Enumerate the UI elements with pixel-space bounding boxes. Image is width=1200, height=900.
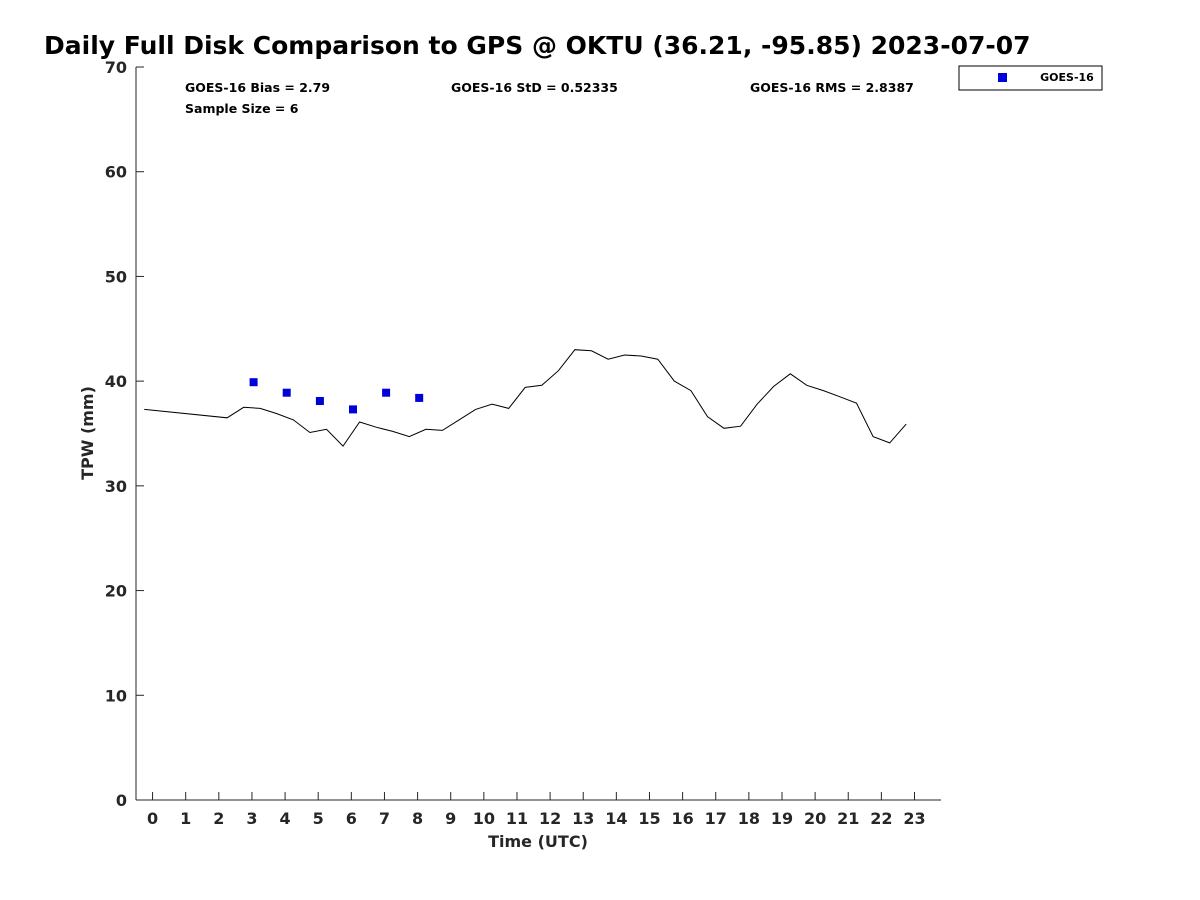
x-tick-label: 22 — [870, 809, 892, 828]
x-tick-label: 3 — [246, 809, 257, 828]
x-tick-label: 9 — [445, 809, 456, 828]
x-tick-label: 13 — [572, 809, 594, 828]
x-tick-label: 2 — [213, 809, 224, 828]
x-tick-label: 16 — [671, 809, 693, 828]
y-tick-label: 50 — [105, 267, 127, 286]
goes16-point — [349, 405, 357, 414]
x-tick-label: 20 — [804, 809, 826, 828]
chart-title: Daily Full Disk Comparison to GPS @ OKTU… — [44, 31, 1031, 60]
x-tick-label: 15 — [638, 809, 660, 828]
legend-entry-goes16: GOES-16 — [1040, 71, 1094, 84]
goes16-point — [315, 397, 324, 405]
x-axis-label: Time (UTC) — [488, 832, 588, 851]
legend: GOES-16 — [958, 65, 1103, 91]
y-tick-label: 0 — [116, 791, 127, 810]
x-tick-label: 17 — [705, 809, 727, 828]
y-tick-label: 30 — [105, 477, 127, 496]
x-tick-label: 21 — [837, 809, 859, 828]
x-tick-label: 12 — [539, 809, 561, 828]
x-tick-label: 5 — [313, 809, 324, 828]
goes16-point — [415, 393, 424, 402]
y-tick-label: 40 — [105, 372, 127, 391]
y-axis-label: TPW (mm) — [78, 386, 97, 480]
goes16-point — [382, 388, 391, 397]
x-tick-label: 4 — [280, 809, 291, 828]
x-tick-label: 7 — [379, 809, 390, 828]
x-tick-label: 14 — [605, 809, 627, 828]
legend-marker — [998, 73, 1007, 82]
y-tick-label: 10 — [105, 686, 127, 705]
x-tick-label: 1 — [180, 809, 191, 828]
legend-box — [958, 65, 1103, 91]
x-tick-label: 19 — [771, 809, 793, 828]
gps-tpw-line — [144, 349, 907, 447]
x-tick-label: 6 — [346, 809, 357, 828]
x-tick-label: 11 — [506, 809, 528, 828]
sample-size-stat: Sample Size = 6 — [185, 101, 299, 116]
y-tick-label: 70 — [105, 58, 127, 77]
std-stat: GOES-16 StD = 0.52335 — [451, 80, 618, 95]
y-tick-label: 60 — [105, 163, 127, 182]
x-tick-label: 10 — [473, 809, 495, 828]
goes16-point — [282, 388, 291, 397]
goes16-point — [249, 378, 258, 387]
x-tick-label: 0 — [147, 809, 158, 828]
x-tick-label: 8 — [412, 809, 423, 828]
y-tick-label: 20 — [105, 582, 127, 601]
bias-stat: GOES-16 Bias = 2.79 — [185, 80, 330, 95]
x-tick-label: 23 — [903, 809, 925, 828]
rms-stat: GOES-16 RMS = 2.8387 — [750, 80, 914, 95]
x-tick-label: 18 — [738, 809, 760, 828]
